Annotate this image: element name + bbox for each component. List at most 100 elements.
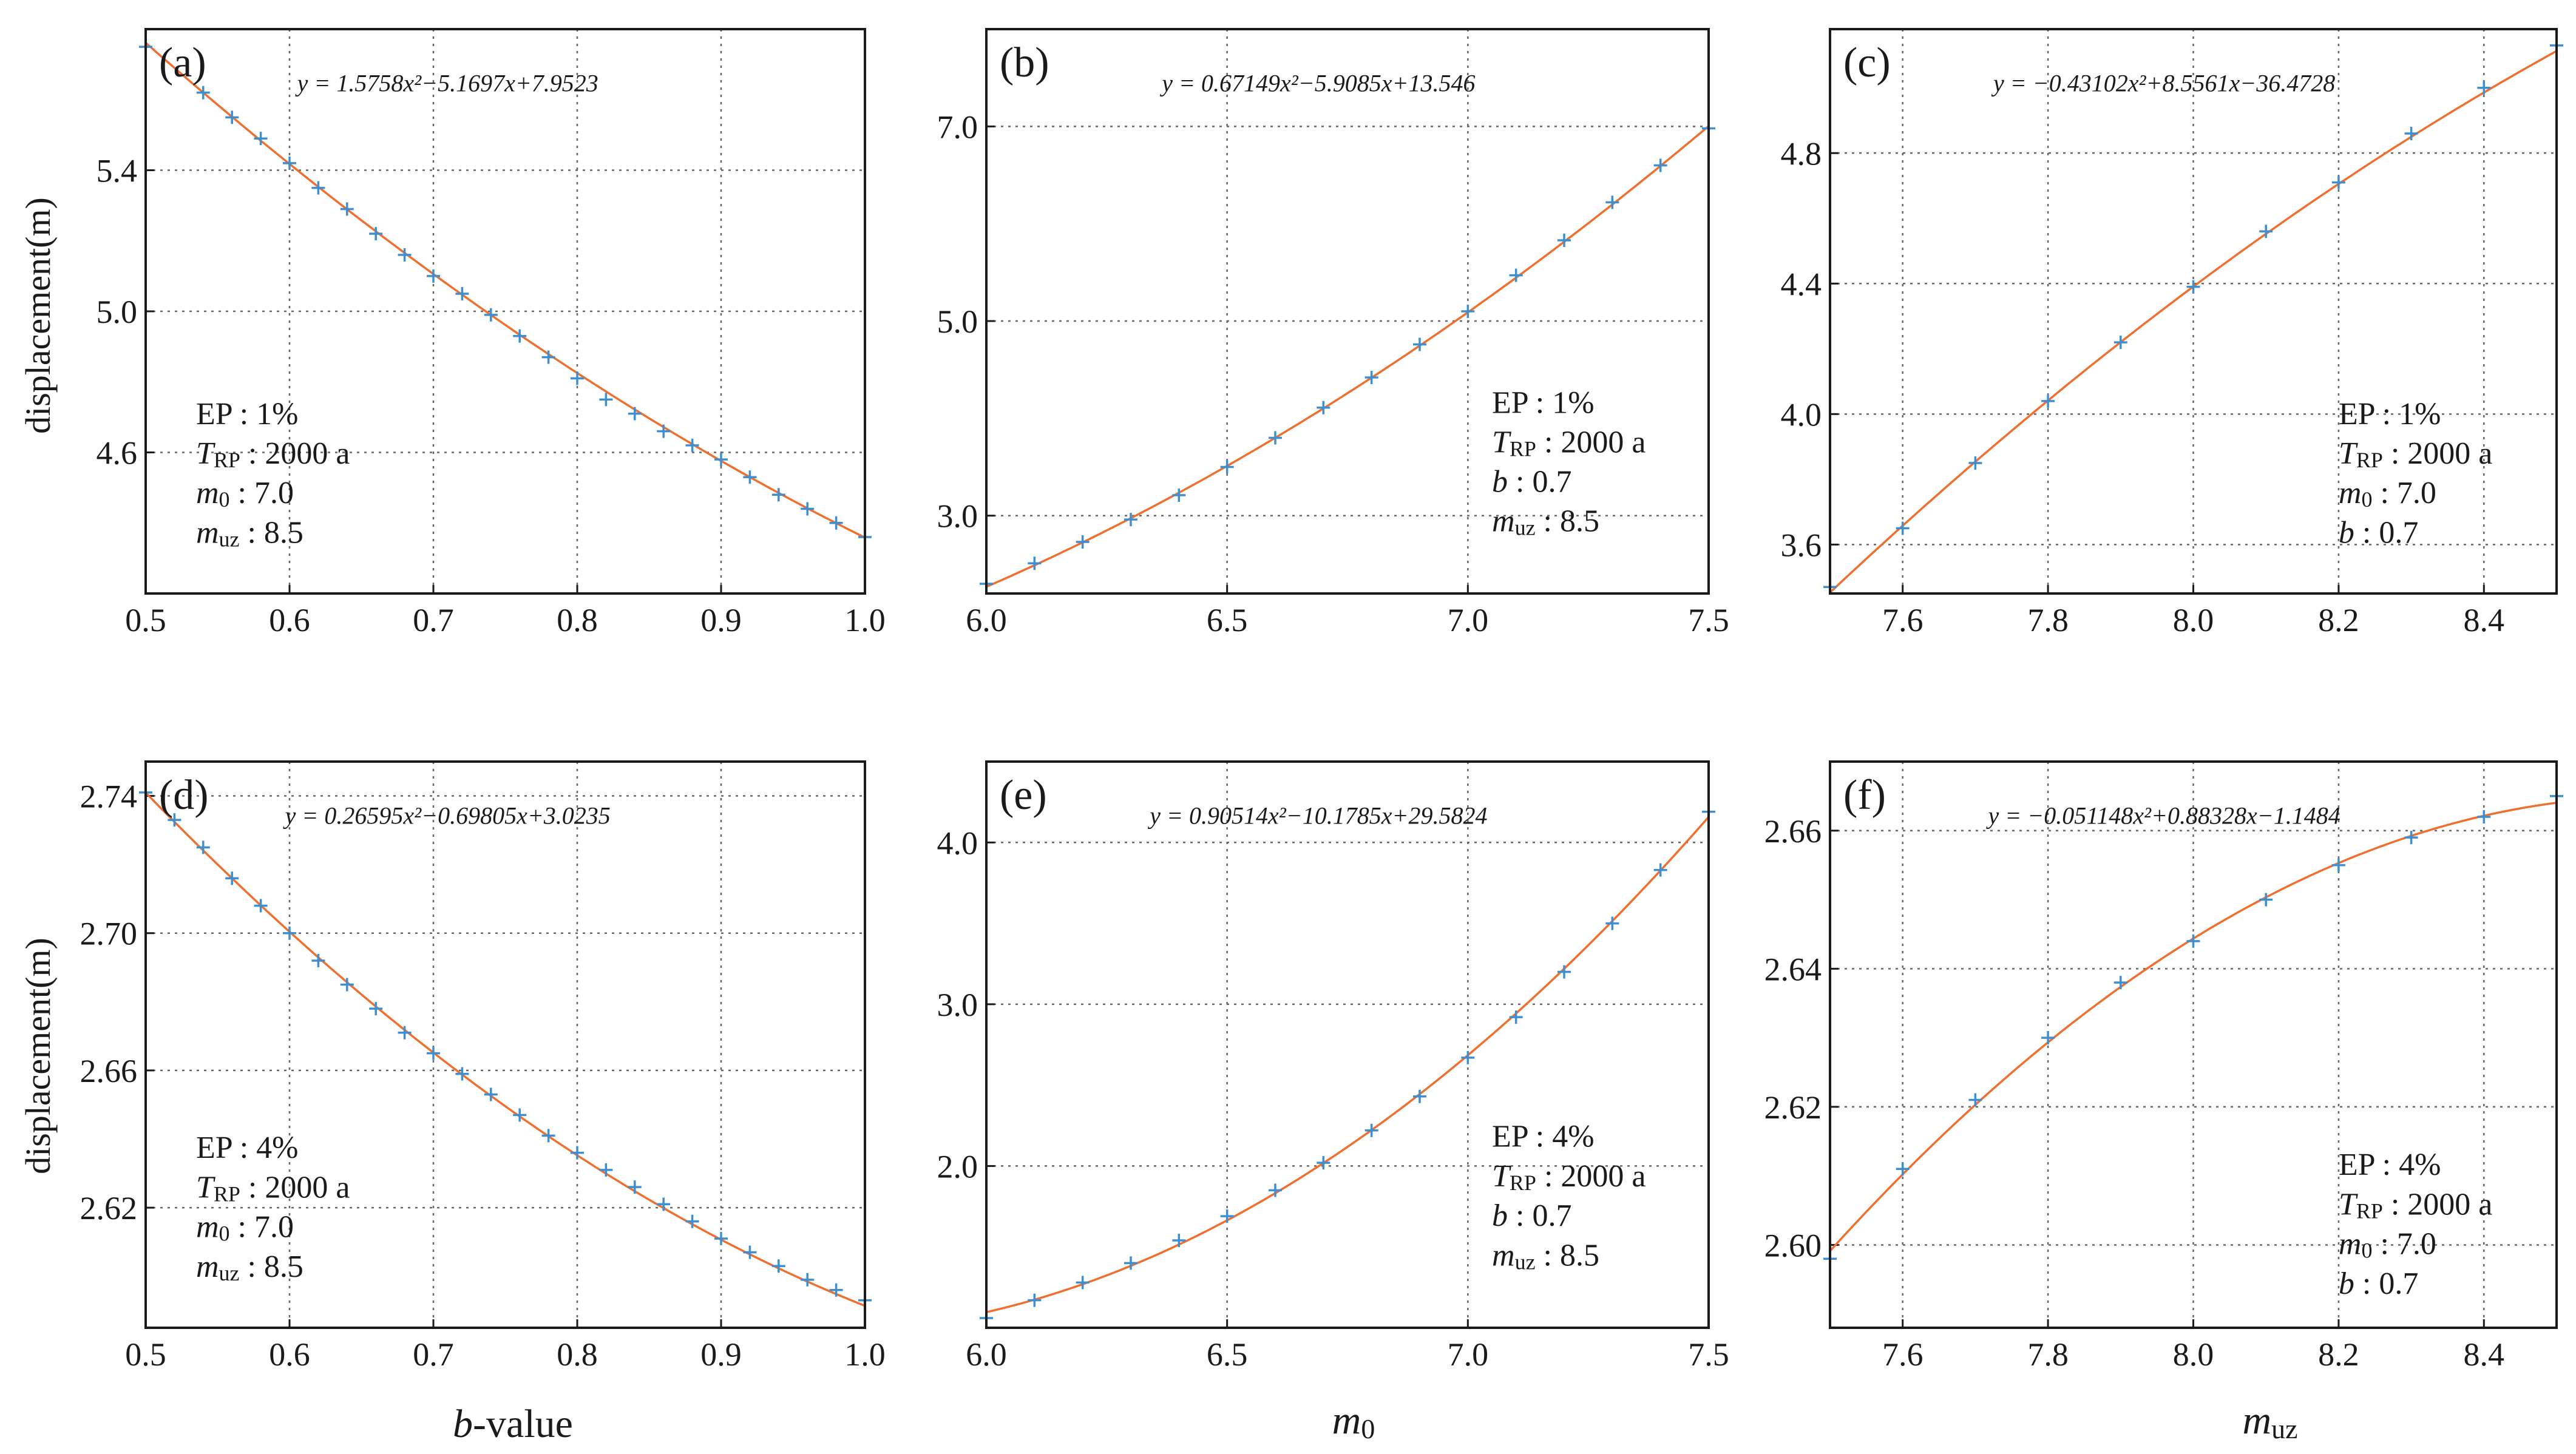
fit-curve	[144, 42, 866, 539]
data-point-marker	[484, 308, 498, 322]
data-point-marker	[2113, 336, 2127, 350]
fit-equation: y = −0.43102x²+8.5561x−36.4728	[1991, 69, 2335, 96]
y-tick-label: 4.4	[1781, 266, 1822, 302]
panel-label: (c)	[1843, 39, 1891, 86]
data-point-marker	[2477, 810, 2491, 824]
data-point-marker	[369, 227, 383, 241]
chart-panel-f: 7.6 7.8 8.0 8.2 8.4 2.60 2.62 2.64 2.66 (f) y = −0…	[1764, 760, 2563, 1373]
data-point-marker	[571, 1146, 584, 1160]
data-point-marker	[225, 110, 239, 124]
fit-equation: y = 0.90514x²−10.1785x+29.5824	[1147, 802, 1487, 830]
data-point-marker	[1509, 1010, 1523, 1024]
fit-curve	[986, 816, 1710, 1314]
x-tick-label: 0.9	[700, 602, 742, 638]
y-tick-label: 7.0	[937, 109, 978, 145]
y-tick-label: 2.66	[80, 1053, 138, 1089]
parameter-annotation: TRP : 2000 a	[196, 436, 350, 472]
data-point-marker	[1172, 1234, 1186, 1248]
x-tick-label: 7.5	[1688, 602, 1729, 638]
x-tick-label: 0.6	[269, 1336, 310, 1373]
data-point-marker	[1413, 1089, 1426, 1103]
data-point-marker	[2259, 225, 2273, 238]
fit-equation: y = 0.67149x²−5.9085x+13.546	[1159, 69, 1475, 96]
panel-label: (a)	[159, 39, 206, 86]
parameter-annotation: EP : 1%	[196, 397, 299, 431]
data-point-marker	[369, 1002, 383, 1016]
data-point-marker	[541, 350, 555, 364]
data-point-marker	[1220, 1209, 1234, 1223]
panel-label: (f)	[1843, 772, 1886, 819]
data-point-marker	[455, 286, 469, 300]
fit-equation: y = 1.5758x²−5.1697x+7.9523	[295, 69, 598, 96]
data-point-marker	[571, 371, 584, 385]
plot-frame	[985, 28, 1710, 595]
data-point-marker	[1364, 371, 1378, 385]
parameter-annotation: TRP : 2000 a	[2339, 1187, 2493, 1223]
chart-panel-b: 6.0 6.5 7.0 7.5 3.0 5.0 7.0 (b) y = 0.67149x²−5.…	[937, 28, 1729, 638]
data-point-marker	[2404, 831, 2418, 845]
data-point-marker	[1076, 1276, 1090, 1290]
data-point-marker	[1653, 863, 1667, 877]
data-point-marker	[196, 840, 210, 854]
y-tick-label: 3.0	[937, 498, 978, 535]
x-tick-label: 6.0	[966, 1336, 1007, 1373]
data-point-marker	[2477, 81, 2491, 95]
x-tick-label: 7.5	[1688, 1336, 1729, 1373]
parameter-annotation: EP : 4%	[196, 1131, 299, 1165]
data-point-marker	[1076, 535, 1090, 549]
plot-frame	[144, 28, 866, 595]
x-tick-label: 7.6	[1882, 1336, 1924, 1373]
x-tick-label: 8.4	[2464, 1336, 2505, 1373]
x-tick-label: 7.8	[2027, 602, 2069, 638]
x-tick-label: 6.5	[1207, 1336, 1248, 1373]
plot-frame	[144, 760, 866, 1329]
data-point-marker	[1461, 1050, 1475, 1064]
data-point-marker	[283, 926, 296, 940]
data-point-marker	[657, 424, 671, 438]
panel-label: (d)	[159, 772, 209, 819]
data-point-marker	[743, 1245, 757, 1259]
data-point-marker	[427, 269, 440, 283]
y-tick-label: 2.0	[937, 1148, 978, 1185]
data-point-marker	[340, 978, 354, 992]
panels-group: 0.5 0.6 0.7 0.8 0.9 1.0 4.6 5.0 5.4 (a) y = 1.5758…	[80, 28, 2563, 1373]
x-tick-label: 1.0	[844, 1336, 886, 1373]
fit-equation: y = 0.26595x²−0.69805x+3.0235	[283, 802, 611, 830]
data-point-marker	[2186, 934, 2200, 948]
data-point-marker	[254, 899, 268, 913]
data-point-marker	[829, 1283, 843, 1297]
parameter-annotation: TRP : 2000 a	[2339, 436, 2493, 472]
data-point-marker	[1896, 1162, 1910, 1176]
data-point-marker	[1461, 305, 1475, 318]
data-point-marker	[340, 202, 354, 216]
x-tick-label: 0.6	[269, 602, 310, 638]
data-point-marker	[1269, 431, 1282, 445]
parameter-annotation: muz : 8.5	[196, 1249, 303, 1285]
data-point-marker	[1968, 1093, 1982, 1107]
x-tick-label: 0.9	[700, 1336, 742, 1373]
y-tick-label: 5.4	[97, 153, 138, 189]
data-point-marker	[398, 1026, 412, 1040]
data-point-marker	[2186, 280, 2200, 294]
data-point-marker	[829, 516, 843, 530]
data-point-marker	[455, 1067, 469, 1081]
panel-label: (e)	[1000, 772, 1047, 819]
x-tick-label: 0.8	[557, 1336, 598, 1373]
chart-panel-a: 0.5 0.6 0.7 0.8 0.9 1.0 4.6 5.0 5.4 (a) y = 1.5758…	[97, 28, 886, 638]
data-point-marker	[427, 1046, 440, 1060]
data-point-marker	[1653, 158, 1667, 172]
data-point-marker	[225, 871, 239, 885]
parameter-annotation: EP : 1%	[2339, 397, 2441, 431]
data-point-marker	[2041, 1031, 2055, 1045]
data-point-marker	[714, 1231, 728, 1245]
data-point-marker	[168, 813, 181, 827]
data-point-marker	[254, 132, 268, 146]
data-point-marker	[1413, 337, 1426, 351]
parameter-annotation: TRP : 2000 a	[1492, 1159, 1646, 1195]
y-tick-label: 2.62	[80, 1190, 138, 1226]
x-tick-label: 0.7	[413, 1336, 454, 1373]
x-tick-label: 7.6	[1882, 602, 1924, 638]
data-point-marker	[1509, 268, 1523, 282]
y-tick-label: 2.70	[80, 916, 138, 952]
data-point-marker	[1605, 916, 1619, 930]
